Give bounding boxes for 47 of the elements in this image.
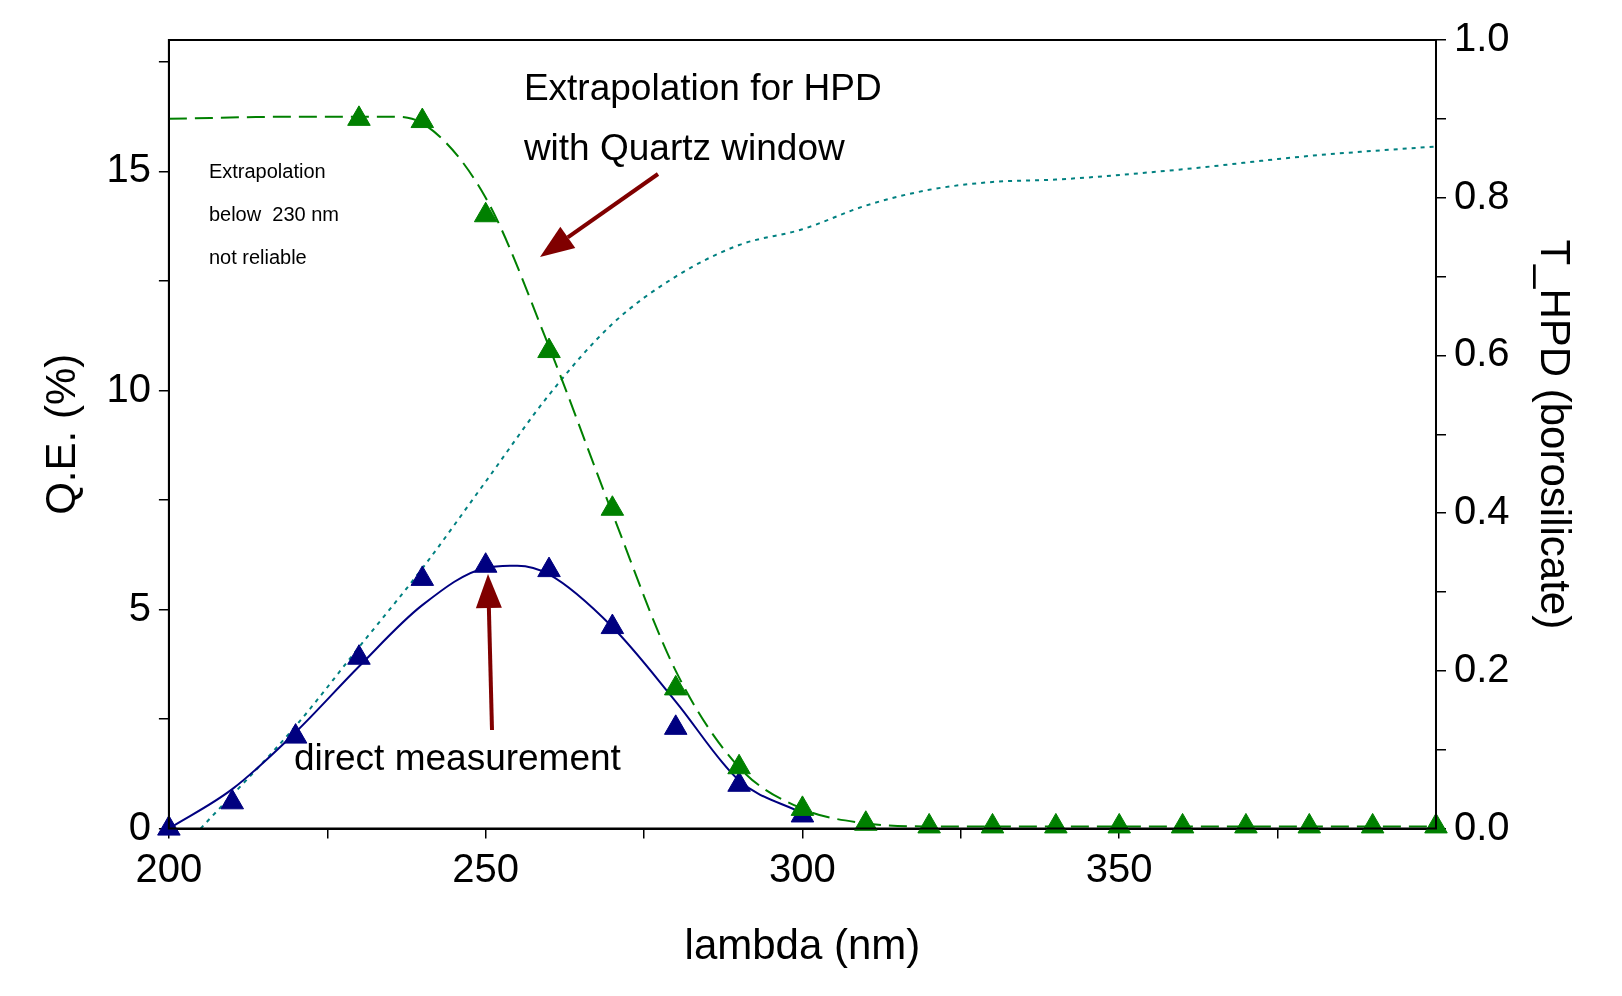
y2-tick-label: 0.8 xyxy=(1453,172,1510,217)
point xyxy=(663,674,688,696)
point xyxy=(1360,812,1385,834)
annotation: Extrapolation for HPD with Quartz window xyxy=(522,67,882,169)
annotation: direct measurement xyxy=(293,737,622,779)
point xyxy=(1234,812,1258,834)
y-tick-label: 0 xyxy=(128,803,151,848)
y-tick-label: 10 xyxy=(106,365,151,410)
y2-tick-label: 0.6 xyxy=(1453,330,1510,375)
point xyxy=(727,753,751,775)
annotation: Extrapolation below 230 nm not reliable xyxy=(208,159,339,268)
x-tick-label: 200 xyxy=(135,845,203,890)
point xyxy=(537,337,561,359)
point xyxy=(473,552,498,573)
x-tick-label: 250 xyxy=(452,845,520,890)
point xyxy=(157,815,181,836)
y2-tick-label: 0.2 xyxy=(1453,645,1510,690)
y2-tick-label: 0.4 xyxy=(1453,488,1510,533)
point xyxy=(473,201,498,223)
y2-axis-title: T_HPD (borosilicate) xyxy=(1532,239,1580,630)
point xyxy=(663,714,688,735)
y2-tick-label: 1.0 xyxy=(1453,15,1510,60)
point xyxy=(347,644,371,665)
point xyxy=(283,723,308,744)
x-axis-title: lambda (nm) xyxy=(684,921,921,969)
point xyxy=(600,613,625,635)
point xyxy=(727,771,751,792)
point xyxy=(1424,812,1448,834)
point xyxy=(410,565,435,586)
point xyxy=(537,556,561,578)
point xyxy=(1044,812,1068,834)
point xyxy=(600,495,625,516)
x-tick-label: 350 xyxy=(1085,845,1153,890)
y-tick-label: 15 xyxy=(106,146,151,191)
y-axis-title: Q.E. (%) xyxy=(36,353,84,515)
point xyxy=(1107,812,1131,834)
point xyxy=(980,812,1005,834)
point xyxy=(1170,812,1195,834)
y-tick-label: 5 xyxy=(128,584,151,629)
x-tick-label: 300 xyxy=(769,845,836,890)
point xyxy=(347,105,371,126)
point xyxy=(917,812,941,834)
point xyxy=(220,788,245,810)
point xyxy=(410,107,435,129)
y2-tick-label: 0.0 xyxy=(1453,803,1510,848)
point xyxy=(1297,812,1322,834)
point xyxy=(790,795,815,816)
